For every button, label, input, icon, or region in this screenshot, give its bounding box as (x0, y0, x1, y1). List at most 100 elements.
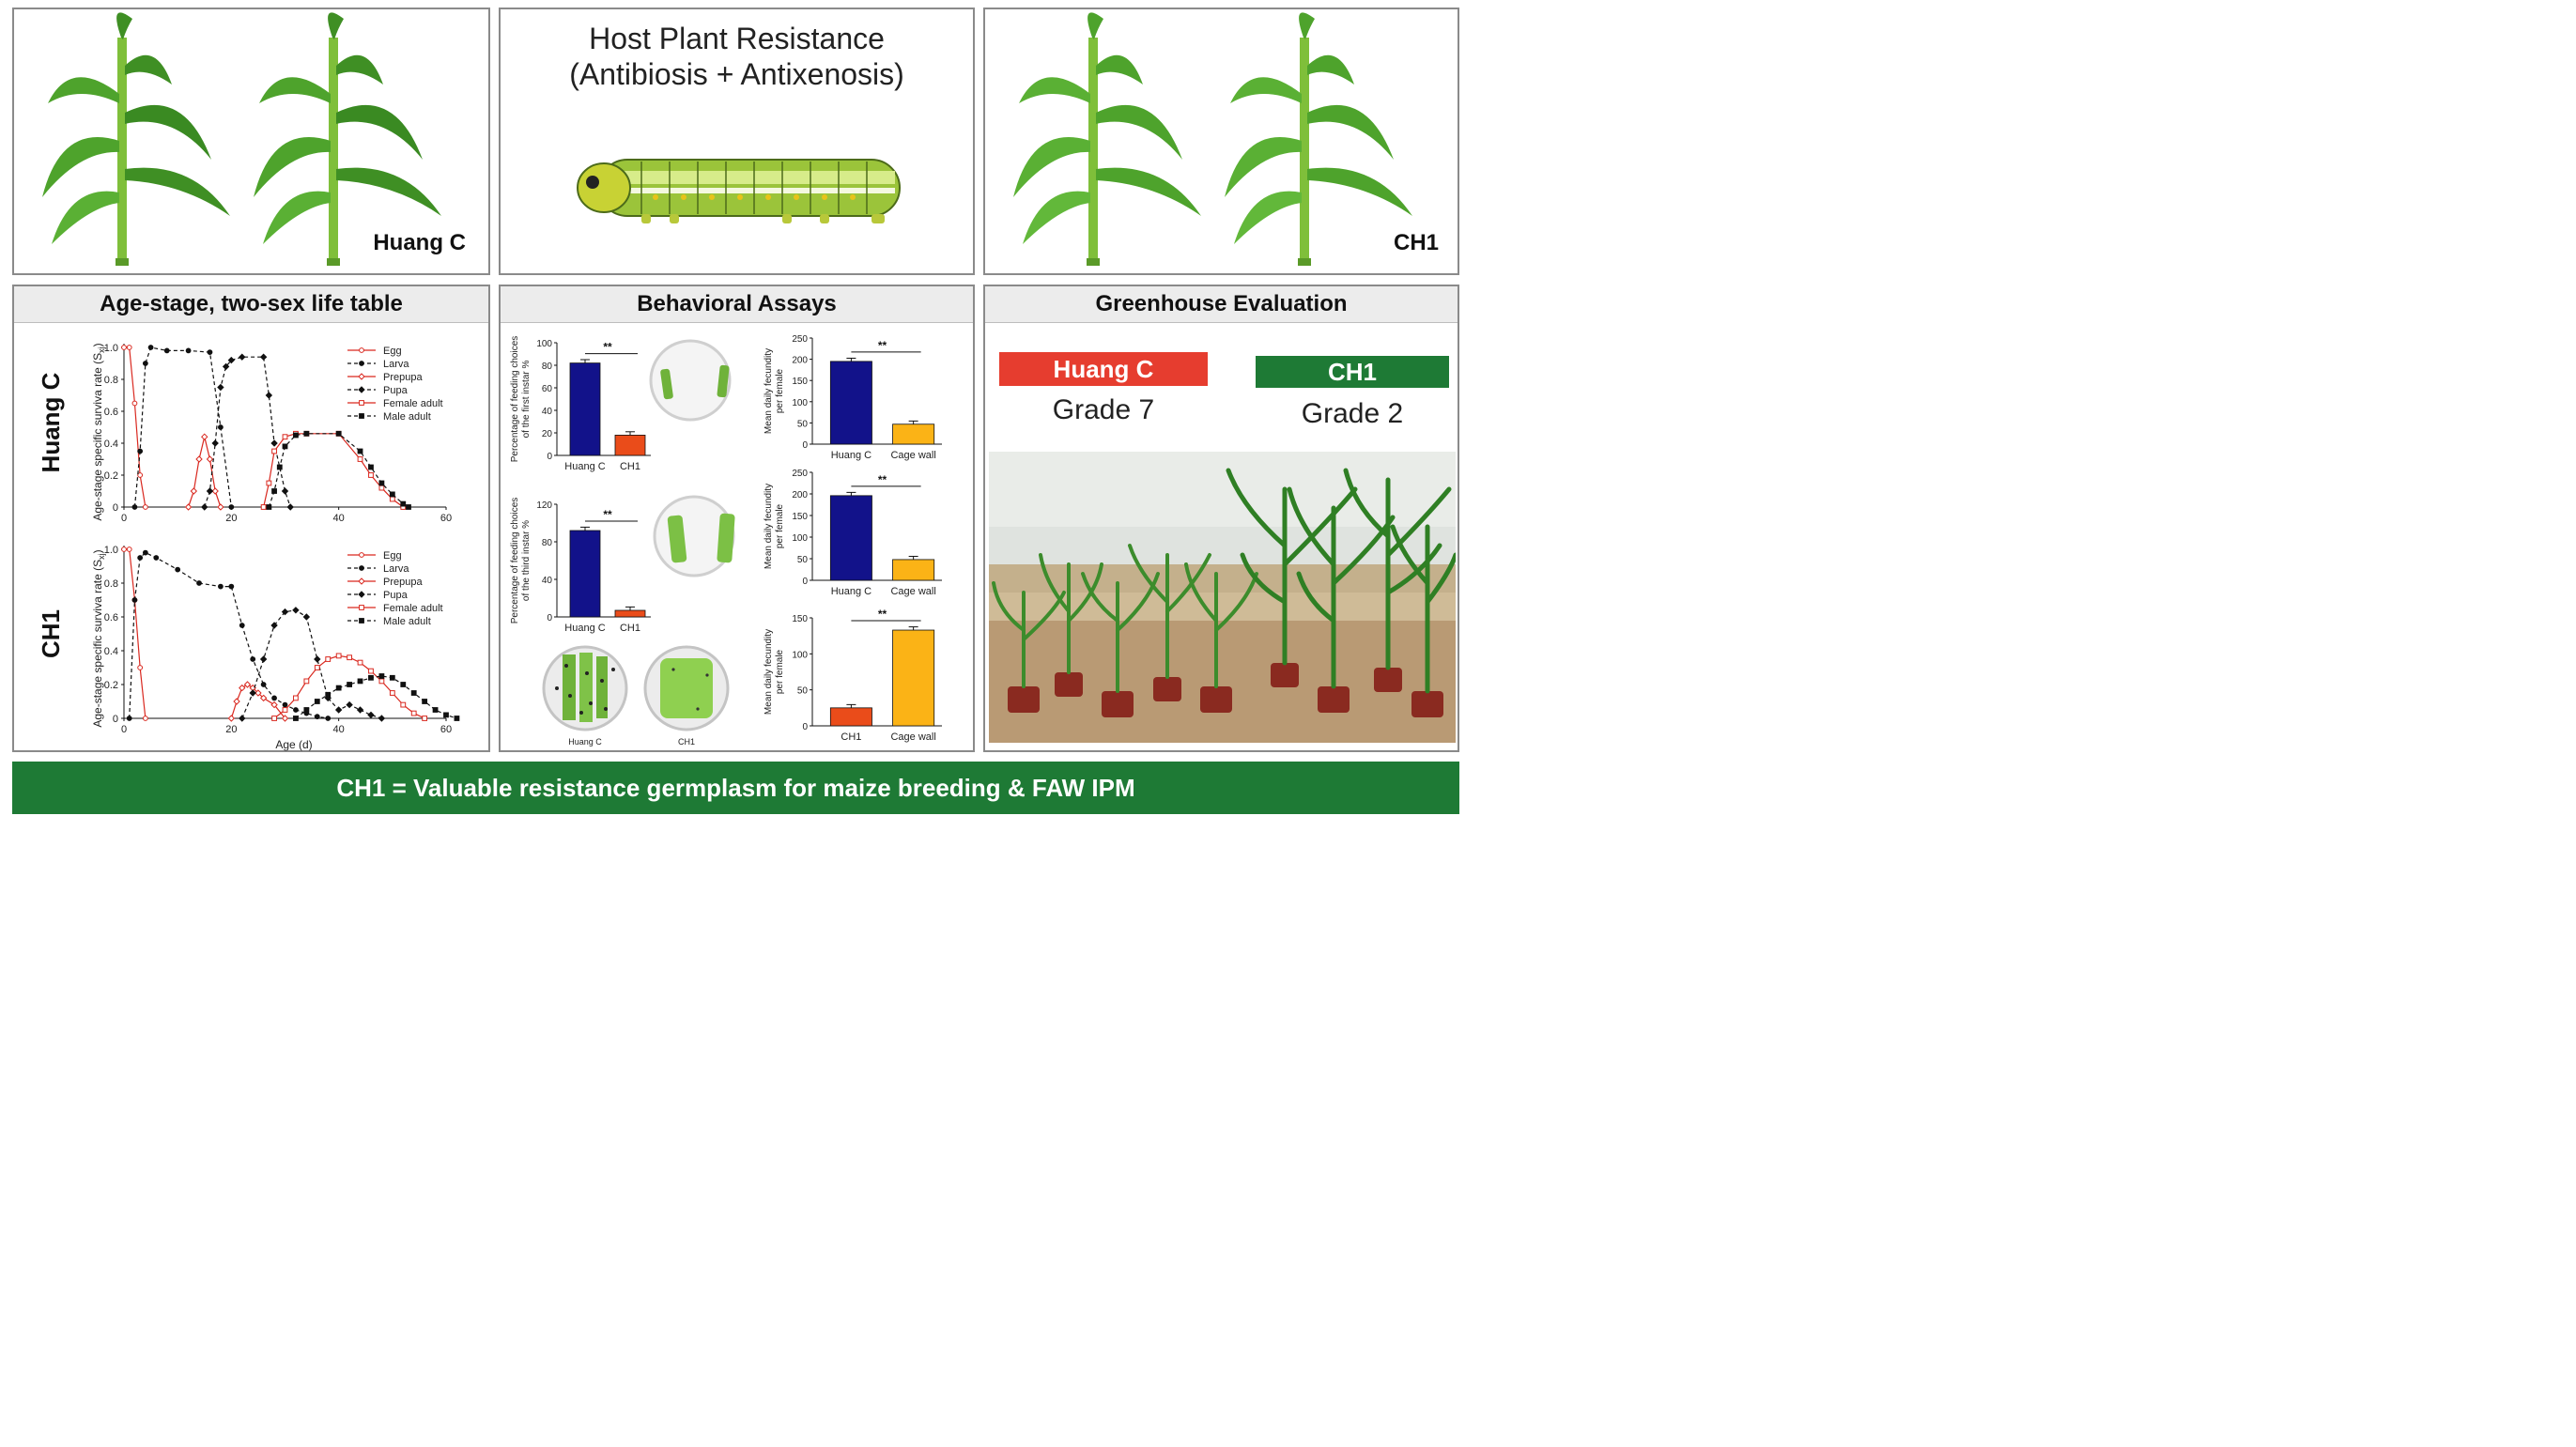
data-point (410, 690, 417, 696)
y-tick-label: 50 (797, 555, 809, 565)
y-tick-label: 1.0 (104, 343, 118, 354)
data-point (276, 464, 283, 470)
data-point (121, 345, 127, 350)
dish-label-huangc: Huang C (568, 737, 602, 747)
x-tick-label: 60 (440, 724, 452, 735)
data-point (378, 715, 386, 722)
legend-marker (358, 373, 365, 380)
data-point (260, 504, 267, 510)
y-axis-label: Percentage of feeding choices (510, 336, 520, 463)
data-point (406, 504, 411, 510)
data-point (185, 347, 192, 354)
data-point (282, 443, 288, 450)
y-axis-label: per female (775, 368, 785, 413)
data-point (243, 681, 252, 688)
legend-label: Pupa (383, 590, 409, 601)
ch1-grade-tag: CH1 (1256, 356, 1449, 388)
life-ylabel-top: Age-stage specific surviva rate (Sxj) (91, 343, 106, 520)
data-point (211, 487, 219, 495)
huangc-plant-panel: Huang C (12, 8, 490, 275)
category-label: CH1 (620, 461, 640, 472)
data-point (218, 424, 224, 430)
bar-huang-c (829, 495, 872, 581)
data-point (147, 345, 154, 350)
y-tick-label: 80 (542, 538, 553, 548)
data-point (293, 716, 299, 721)
data-point (335, 653, 342, 659)
data-point (190, 487, 198, 495)
data-point (211, 439, 219, 447)
data-point (271, 448, 277, 454)
data-point (389, 491, 395, 498)
bar-chart-4: 0 50 100 150 200 250 Huang C Cage wall ** Mean da… (764, 334, 942, 461)
y-tick-label: 0 (802, 577, 808, 587)
conclusion-banner: CH1 = Valuable resistance germplasm for … (12, 762, 1459, 814)
y-axis-label: per female (775, 649, 785, 694)
category-label: Cage wall (890, 586, 935, 597)
y-tick-label: 20 (542, 429, 553, 439)
y-tick-label: 100 (792, 398, 808, 408)
legend-label: Pupa (383, 385, 409, 396)
y-tick-label: 250 (792, 469, 808, 479)
y-tick-label: 0.4 (104, 646, 118, 657)
legend-label: Prepupa (383, 372, 423, 383)
data-point (259, 655, 268, 663)
y-axis-label: of the first instar % (521, 360, 532, 438)
data-point (282, 707, 288, 713)
greenhouse-header: Greenhouse Evaluation (985, 286, 1458, 323)
legend-label: Egg (383, 550, 402, 562)
data-point (400, 500, 407, 507)
y-tick-label: 0 (802, 440, 808, 451)
data-point (347, 654, 353, 661)
legend-label: Female adult (383, 603, 443, 614)
legend-marker (358, 577, 365, 585)
life-xlabel: Age (d) (275, 738, 312, 751)
legend-marker (359, 552, 364, 558)
y-axis-label: Mean daily fecundity (764, 484, 774, 569)
data-point (357, 659, 363, 666)
data-point (335, 430, 342, 437)
legend-label: Larva (383, 359, 409, 370)
data-point (260, 682, 267, 687)
data-point (454, 716, 460, 721)
y-tick-label: 0 (802, 722, 808, 732)
y-axis-label: of the third instar % (521, 520, 532, 601)
category-label: Huang C (564, 623, 605, 634)
data-point (126, 345, 132, 350)
data-point (357, 678, 363, 685)
leaf-choice-dish-first-instar (649, 339, 732, 422)
y-tick-label: 0.8 (104, 375, 118, 386)
category-label: CH1 (620, 623, 640, 634)
data-point (270, 700, 278, 709)
legend-label: Larva (383, 563, 409, 575)
y-tick-label: 0 (113, 502, 118, 514)
y-tick-label: 150 (792, 512, 808, 522)
data-point (137, 448, 144, 454)
legend-marker (359, 361, 364, 366)
data-point (142, 549, 148, 556)
data-point (239, 353, 246, 361)
bar-chart-2: 0 20 40 60 80 100 Huang C CH1 ** Percentage of fe… (510, 336, 651, 472)
data-point (239, 684, 246, 692)
data-point (325, 691, 332, 698)
bar-ch1 (614, 435, 646, 456)
bar-ch1 (829, 707, 872, 727)
data-point (325, 656, 332, 662)
data-point (281, 487, 289, 495)
y-axis-label: Percentage of feeding choices (510, 498, 520, 624)
data-point (410, 710, 417, 716)
y-tick-label: 50 (797, 419, 809, 429)
data-point (201, 433, 208, 440)
bar-chart-3: 0 40 80 120 Huang C CH1 ** Percentage of feedin… (510, 498, 651, 634)
data-point (137, 555, 144, 561)
y-tick-label: 1.0 (104, 545, 118, 556)
data-point (131, 400, 138, 407)
data-point (281, 608, 289, 616)
greenhouse-photo (989, 452, 1456, 743)
series-line-pupa (204, 356, 291, 508)
data-point (266, 504, 272, 510)
center-title-line1: Host Plant Resistance (589, 22, 885, 55)
x-tick-label: 40 (333, 724, 345, 735)
bar-cage-wall (892, 423, 935, 445)
